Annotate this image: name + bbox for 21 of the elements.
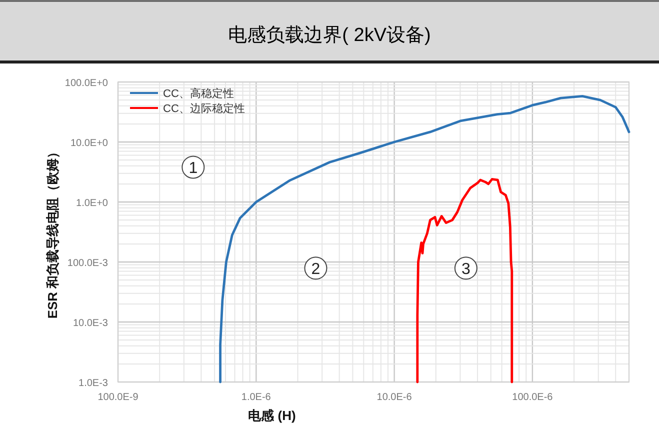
y-tick-label: 100.0E+0 xyxy=(64,78,108,89)
legend-label: CC、边际稳定性 xyxy=(163,102,245,115)
y-tick-label: 100.0E-3 xyxy=(67,258,108,269)
annotation: 1 xyxy=(188,160,198,178)
y-axis-title: ESR 和负载导线电阻（欧姆） xyxy=(45,145,60,319)
x-axis-title: 电感 (H) xyxy=(248,408,296,423)
y-tick-label: 10.0E-3 xyxy=(72,318,108,329)
x-tick-label: 10.0E-6 xyxy=(376,392,412,403)
annotation: 3 xyxy=(461,261,470,278)
y-tick-label: 10.0E+0 xyxy=(70,138,108,149)
x-tick-label: 1.0E-6 xyxy=(241,392,272,403)
chart-title: 电感负载边界( 2kV设备) xyxy=(228,25,431,46)
x-tick-label: 100.0E-9 xyxy=(98,392,139,403)
x-tick-label: 100.0E-6 xyxy=(512,392,554,403)
legend-label: CC、高稳定性 xyxy=(163,87,234,100)
annotation: 1 xyxy=(182,156,205,179)
annotation: 2 xyxy=(304,256,328,280)
y-tick-label: 1.0E+0 xyxy=(76,198,108,209)
annotation: 3 xyxy=(454,256,478,280)
annotation: 2 xyxy=(311,261,320,278)
y-tick-label: 1.0E-3 xyxy=(78,378,108,389)
